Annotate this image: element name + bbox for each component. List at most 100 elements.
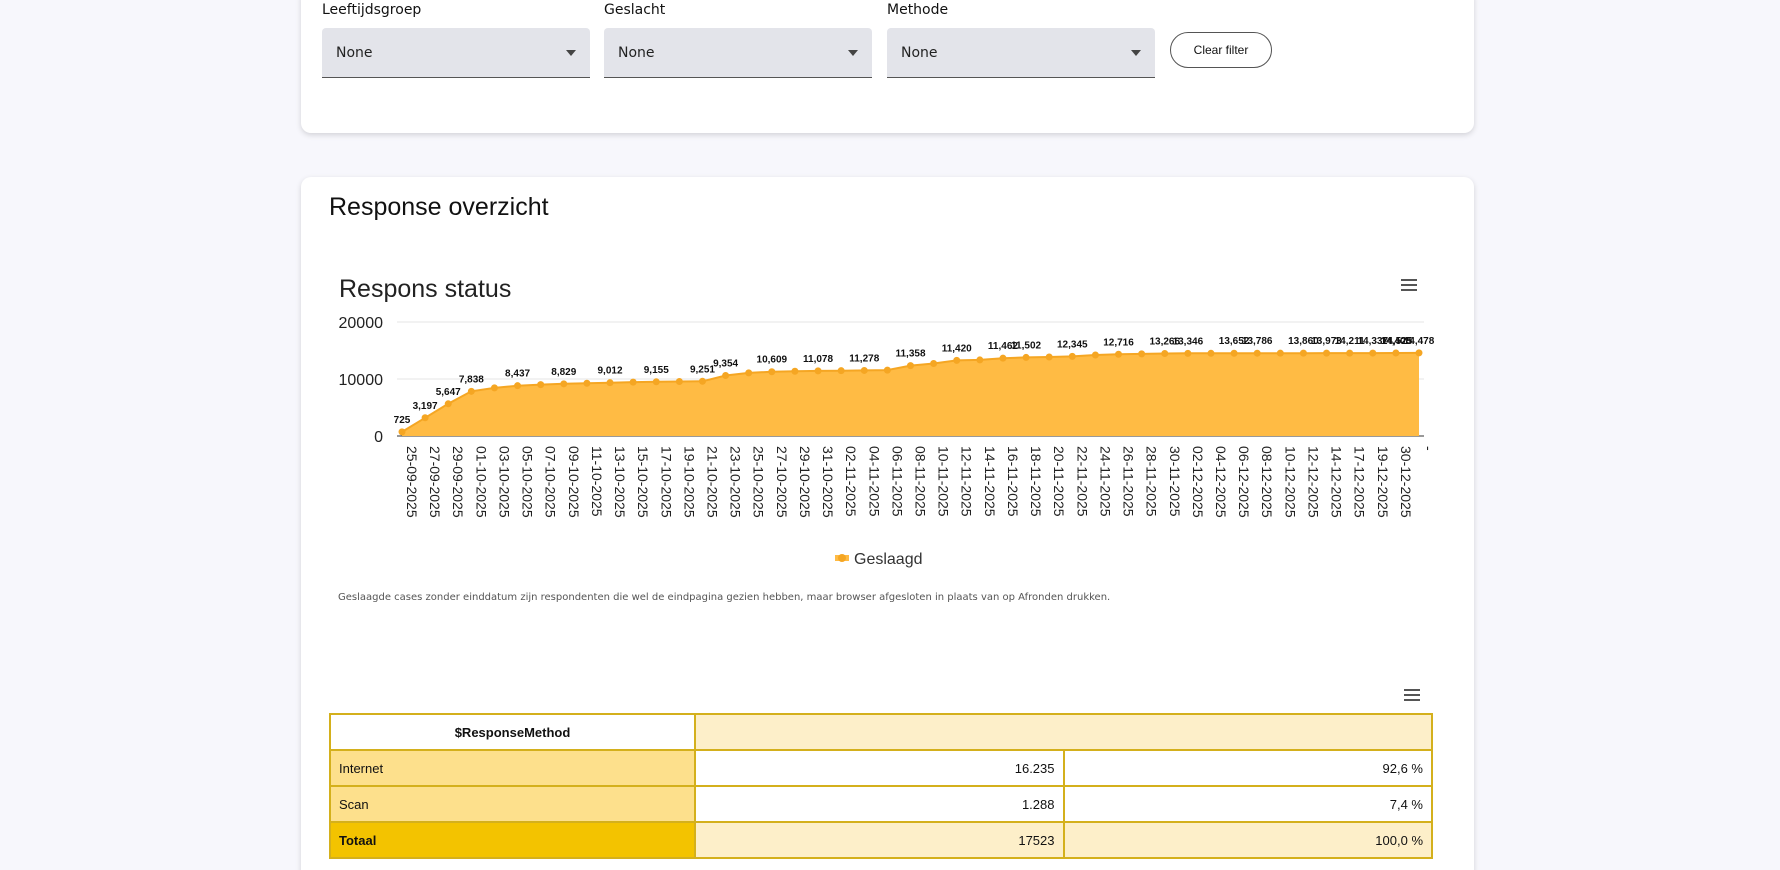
data-label: 13,266 bbox=[1149, 336, 1180, 347]
data-point[interactable] bbox=[976, 356, 984, 364]
x-tick-label: 09-10-2025 bbox=[566, 446, 582, 518]
data-label: 14,478 bbox=[1404, 336, 1435, 347]
method-select-value: None bbox=[901, 45, 938, 61]
data-point[interactable] bbox=[652, 378, 660, 386]
data-point[interactable] bbox=[1415, 349, 1423, 357]
data-point[interactable] bbox=[490, 384, 498, 392]
data-point[interactable] bbox=[1184, 349, 1192, 357]
data-point[interactable] bbox=[722, 372, 730, 380]
data-point[interactable] bbox=[907, 362, 914, 370]
x-tick-label: 19-12-2025 bbox=[1375, 446, 1391, 518]
x-tick-label: 08-11-2025 bbox=[913, 446, 929, 517]
data-label: 10,609 bbox=[757, 355, 788, 366]
x-tick-label: 25-09-2025 bbox=[404, 446, 420, 518]
data-point[interactable] bbox=[629, 378, 637, 386]
hamburger-menu-icon[interactable] bbox=[1401, 279, 1417, 291]
data-point[interactable] bbox=[1068, 352, 1076, 360]
data-point[interactable] bbox=[675, 378, 683, 386]
section-title: Response overzicht bbox=[329, 193, 549, 221]
data-label: 9,251 bbox=[690, 364, 715, 375]
x-tick-label: 19-10-2025 bbox=[681, 446, 697, 518]
data-point[interactable] bbox=[583, 379, 591, 387]
data-point[interactable] bbox=[1207, 349, 1215, 357]
data-point[interactable] bbox=[1323, 349, 1331, 357]
data-point[interactable] bbox=[444, 400, 452, 408]
chart-legend[interactable]: Geslaagd bbox=[835, 551, 923, 568]
x-tick-label: 14-11-2025 bbox=[982, 446, 998, 517]
x-tick-label: 15-10-2025 bbox=[635, 446, 651, 518]
data-label: 13,652 bbox=[1219, 336, 1250, 347]
data-label: 5,647 bbox=[436, 387, 461, 398]
x-tick-label: 29-10-2025 bbox=[797, 446, 813, 518]
x-tick-label: 18-11-2025 bbox=[1028, 446, 1044, 517]
x-tick-label: 25-10-2025 bbox=[751, 446, 767, 518]
x-tick-label: 14-12-2025 bbox=[1329, 446, 1345, 518]
data-point[interactable] bbox=[1392, 349, 1400, 357]
data-point[interactable] bbox=[1091, 351, 1099, 359]
data-point[interactable] bbox=[514, 382, 522, 390]
gender-filter-label: Geslacht bbox=[604, 2, 666, 18]
data-point[interactable] bbox=[1161, 349, 1169, 357]
data-point[interactable] bbox=[560, 380, 568, 388]
data-label: 7,838 bbox=[459, 374, 484, 385]
total-label: Totaal bbox=[329, 821, 696, 859]
data-label: 11,502 bbox=[1011, 340, 1041, 351]
data-point[interactable] bbox=[791, 367, 799, 375]
x-tick-label: 30-12-2025 bbox=[1398, 446, 1414, 518]
data-point[interactable] bbox=[1369, 349, 1377, 357]
data-point[interactable] bbox=[1230, 349, 1238, 357]
data-point[interactable] bbox=[1022, 353, 1030, 361]
data-point[interactable] bbox=[1045, 353, 1053, 361]
data-point[interactable] bbox=[883, 366, 891, 374]
data-label: 9,354 bbox=[713, 359, 738, 370]
x-tick-label: 13-10-2025 bbox=[612, 446, 628, 518]
data-point[interactable] bbox=[1115, 350, 1123, 358]
data-point[interactable] bbox=[999, 354, 1007, 362]
row-count: 1.288 bbox=[694, 785, 1065, 823]
age-select[interactable]: None bbox=[322, 28, 590, 78]
x-tick-label: 16-11-2025 bbox=[1005, 446, 1021, 517]
data-point[interactable] bbox=[421, 414, 429, 422]
x-tick-label: - bbox=[1421, 446, 1437, 451]
data-point[interactable] bbox=[814, 367, 822, 375]
x-tick-label: 17-10-2025 bbox=[658, 446, 674, 518]
data-point[interactable] bbox=[860, 366, 868, 374]
clear-filter-button[interactable]: Clear filter bbox=[1170, 32, 1272, 68]
data-point[interactable] bbox=[537, 381, 545, 389]
row-count: 16.235 bbox=[694, 749, 1065, 787]
data-point[interactable] bbox=[953, 356, 961, 364]
data-point[interactable] bbox=[467, 387, 475, 395]
x-tick-label: 20-11-2025 bbox=[1051, 446, 1067, 517]
total-percent: 100,0 % bbox=[1062, 821, 1433, 859]
data-point[interactable] bbox=[606, 379, 614, 387]
table-header-row: $ResponseMethod bbox=[329, 713, 1433, 751]
data-point[interactable] bbox=[1138, 350, 1146, 358]
x-tick-label: 01-10-2025 bbox=[473, 446, 489, 518]
data-point[interactable] bbox=[837, 367, 845, 375]
chart-title: Respons status bbox=[339, 275, 511, 303]
data-point[interactable] bbox=[930, 360, 938, 368]
data-point[interactable] bbox=[768, 368, 776, 376]
hamburger-menu-icon[interactable] bbox=[1404, 689, 1420, 701]
data-point[interactable] bbox=[1346, 349, 1354, 357]
x-tick-label: 23-10-2025 bbox=[728, 446, 744, 518]
gender-select[interactable]: None bbox=[604, 28, 872, 78]
data-point[interactable] bbox=[745, 369, 753, 377]
data-point[interactable] bbox=[1253, 349, 1261, 357]
x-tick-label: 30-11-2025 bbox=[1167, 446, 1183, 517]
table-row: Scan 1.288 7,4 % bbox=[329, 785, 1433, 823]
data-label: 11,420 bbox=[942, 343, 972, 354]
data-label: 11,278 bbox=[849, 353, 879, 364]
data-point[interactable] bbox=[1276, 349, 1284, 357]
x-tick-label: 03-10-2025 bbox=[496, 446, 512, 518]
data-label: 13,346 bbox=[1173, 336, 1204, 347]
data-point[interactable] bbox=[398, 428, 406, 436]
data-point[interactable] bbox=[1299, 349, 1307, 357]
table-row: Internet 16.235 92,6 % bbox=[329, 749, 1433, 787]
legend-item-geslaagd[interactable]: Geslaagd bbox=[854, 551, 923, 568]
x-tick-label: 02-12-2025 bbox=[1190, 446, 1206, 518]
data-point[interactable] bbox=[698, 377, 706, 385]
x-tick-label: 17-12-2025 bbox=[1352, 446, 1368, 518]
method-select[interactable]: None bbox=[887, 28, 1155, 78]
x-tick-label: 06-12-2025 bbox=[1236, 446, 1252, 518]
